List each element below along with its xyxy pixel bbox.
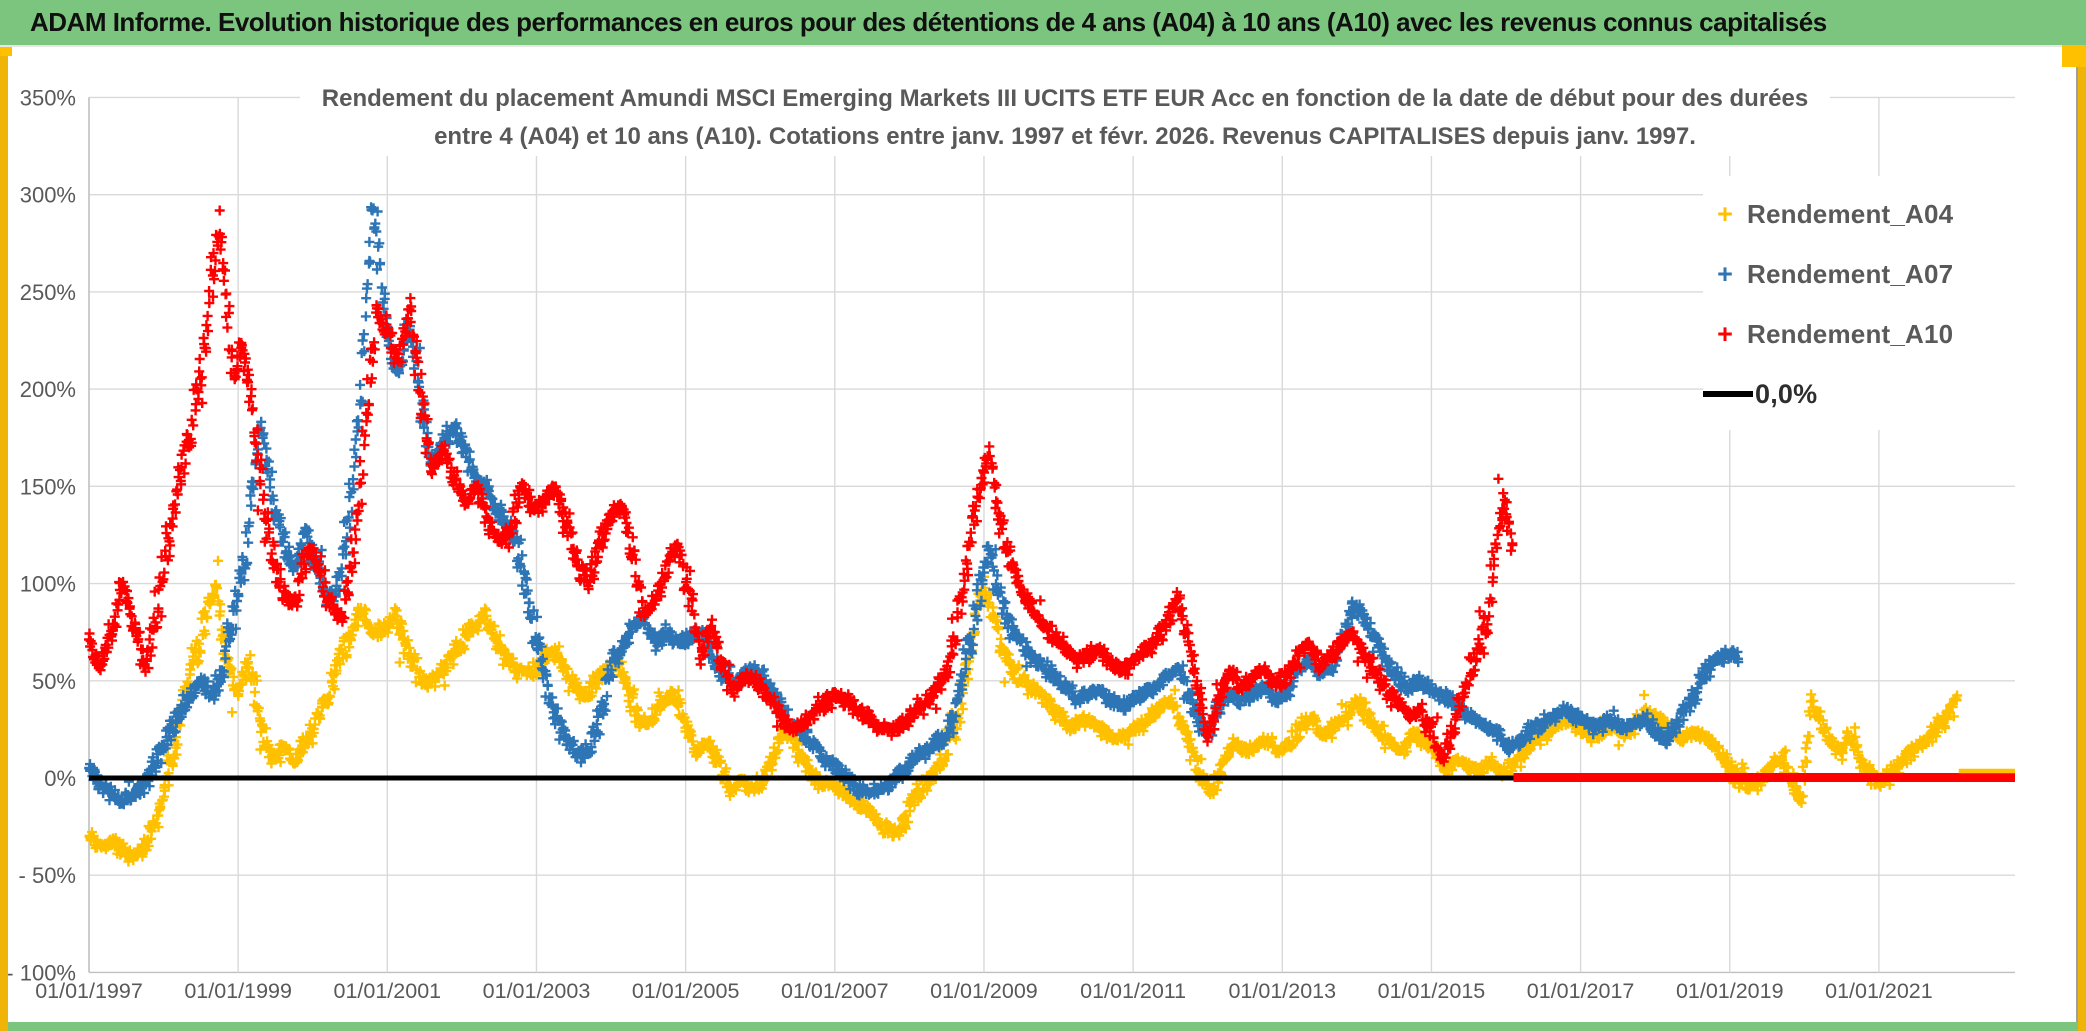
left-gold-border bbox=[0, 47, 8, 1031]
legend-item-rendement-a10: + Rendement_A10 bbox=[1703, 304, 2015, 364]
chart-title: Rendement du placement Amundi MSCI Emerg… bbox=[300, 80, 1830, 156]
svg-text:- 50%: - 50% bbox=[19, 863, 76, 888]
svg-text:01/01/2005: 01/01/2005 bbox=[632, 979, 740, 1003]
svg-text:01/01/1997: 01/01/1997 bbox=[35, 979, 143, 1003]
svg-text:0%: 0% bbox=[44, 766, 76, 791]
svg-text:150%: 150% bbox=[20, 474, 76, 499]
svg-text:01/01/1999: 01/01/1999 bbox=[184, 979, 292, 1003]
report-title-bar: ADAM Informe. Evolution historique des p… bbox=[0, 0, 2086, 47]
top-left-gold-accent bbox=[0, 47, 12, 56]
svg-text:50%: 50% bbox=[32, 669, 76, 694]
svg-text:100%: 100% bbox=[20, 572, 76, 597]
right-gold-border bbox=[2076, 47, 2086, 1031]
legend-item-rendement-a04: + Rendement_A04 bbox=[1703, 184, 2015, 244]
svg-text:01/01/2013: 01/01/2013 bbox=[1228, 979, 1336, 1003]
legend-label: Rendement_A10 bbox=[1747, 318, 1954, 349]
svg-text:01/01/2021: 01/01/2021 bbox=[1825, 979, 1933, 1003]
svg-text:01/01/2009: 01/01/2009 bbox=[930, 979, 1038, 1003]
chart-title-line2: entre 4 (A04) et 10 ans (A10). Cotations… bbox=[434, 123, 1696, 150]
svg-text:01/01/2017: 01/01/2017 bbox=[1527, 979, 1635, 1003]
svg-text:350%: 350% bbox=[20, 85, 76, 110]
zero-line-swatch-icon bbox=[1703, 391, 1753, 397]
svg-text:300%: 300% bbox=[20, 183, 76, 208]
svg-text:01/01/2007: 01/01/2007 bbox=[781, 979, 889, 1003]
svg-text:250%: 250% bbox=[20, 280, 76, 305]
report-title: ADAM Informe. Evolution historique des p… bbox=[30, 7, 1827, 37]
svg-text:01/01/2019: 01/01/2019 bbox=[1676, 979, 1784, 1003]
svg-text:01/01/2011: 01/01/2011 bbox=[1080, 979, 1186, 1003]
top-right-gold-accent bbox=[2062, 45, 2086, 67]
legend-label: Rendement_A04 bbox=[1747, 198, 1954, 229]
svg-text:- 100%: - 100% bbox=[6, 960, 76, 985]
chart-title-line1: Rendement du placement Amundi MSCI Emerg… bbox=[321, 85, 1809, 112]
svg-text:01/01/2015: 01/01/2015 bbox=[1378, 979, 1486, 1003]
svg-text:01/01/2003: 01/01/2003 bbox=[483, 979, 591, 1003]
plus-marker-icon: + bbox=[1717, 258, 1733, 289]
chart-legend: + Rendement_A04 + Rendement_A07 + Rendem… bbox=[1703, 176, 2015, 430]
plus-marker-icon: + bbox=[1717, 318, 1733, 349]
legend-item-rendement-a07: + Rendement_A07 bbox=[1703, 244, 2015, 304]
plus-marker-icon: + bbox=[1717, 198, 1733, 229]
svg-text:200%: 200% bbox=[20, 377, 76, 402]
legend-label: 0,0% bbox=[1755, 378, 1818, 409]
svg-text:01/01/2001: 01/01/2001 bbox=[334, 979, 442, 1003]
bottom-green-strip bbox=[8, 1022, 2078, 1031]
legend-item-zero-line: 0,0% bbox=[1703, 364, 2015, 424]
legend-label: Rendement_A07 bbox=[1747, 258, 1954, 289]
